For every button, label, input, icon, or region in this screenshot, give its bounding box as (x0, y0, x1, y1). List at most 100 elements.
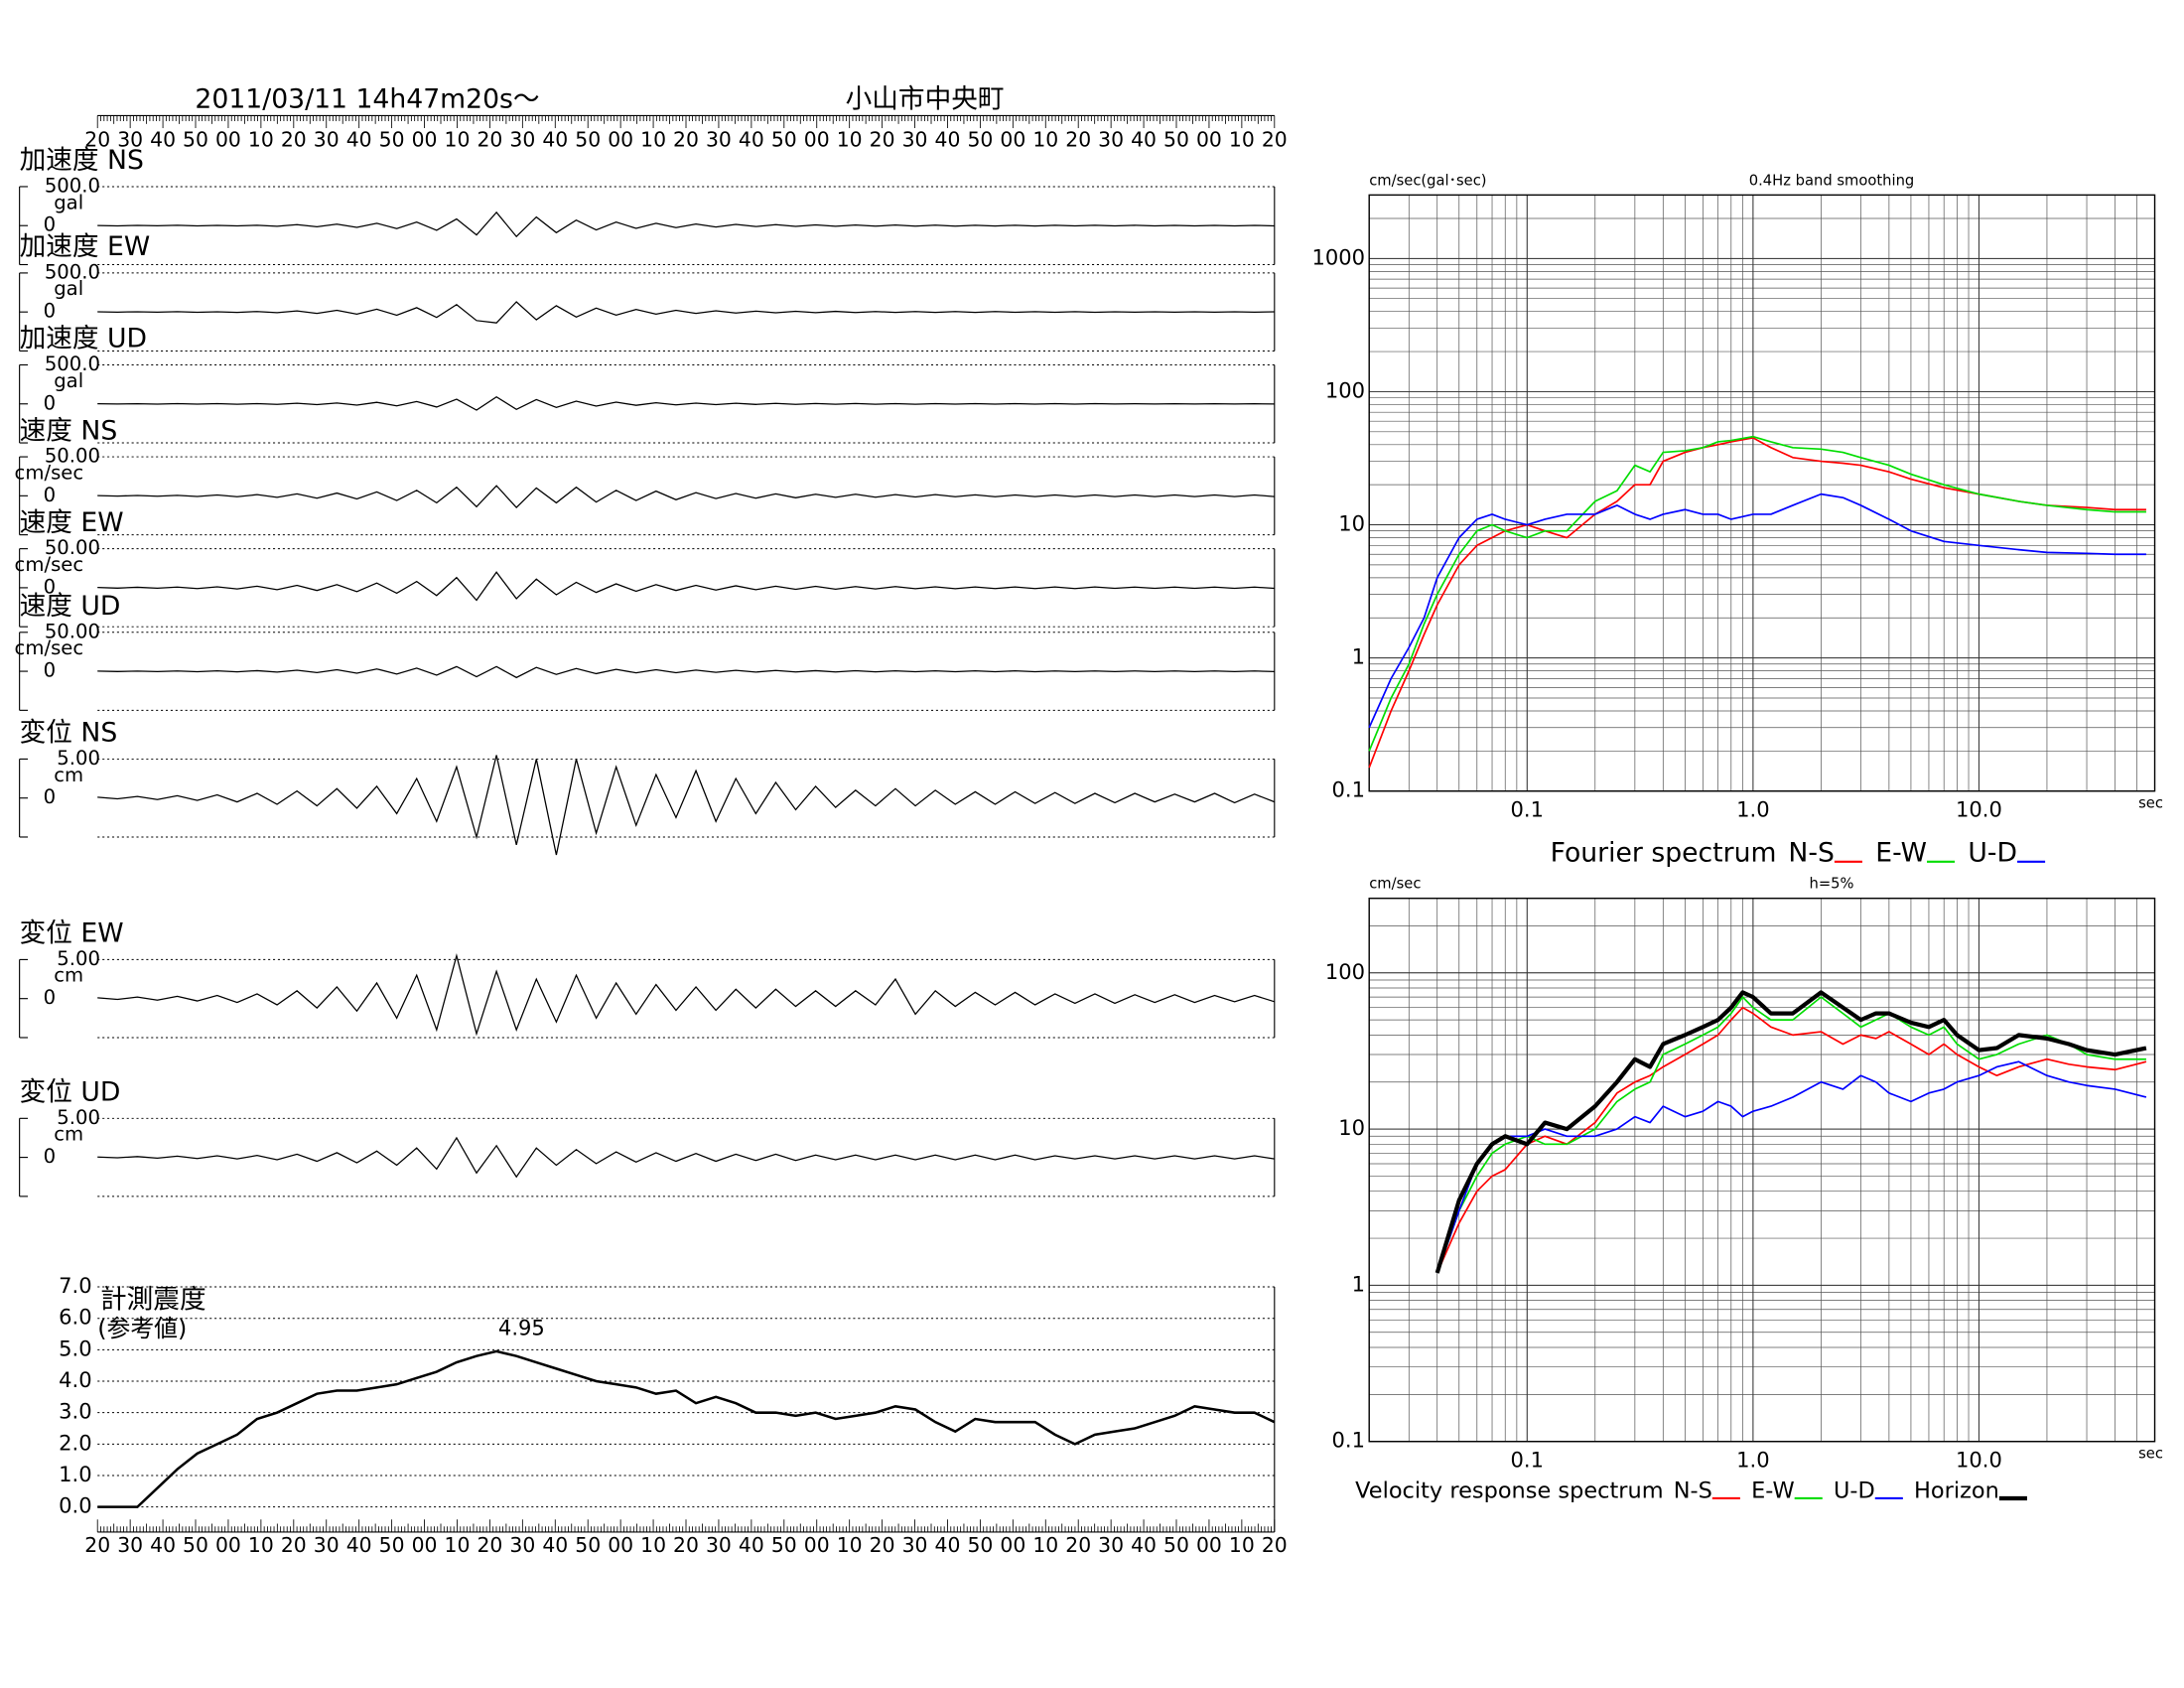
y-axis-label: cm/sec(gal･sec) (1369, 172, 1486, 189)
x-tick-label: 1.0 (1736, 1447, 1769, 1472)
time-label: 10 (1032, 1533, 1058, 1557)
legend-label: U-D (1834, 1478, 1875, 1504)
y-tick-label: 5.0 (59, 1336, 91, 1360)
trace-label: 変位 NS (20, 718, 118, 749)
waveform-trace (97, 211, 1275, 238)
y-tick-label: 5.00 (57, 747, 100, 770)
intensity-line (97, 1349, 1276, 1508)
time-label: 30 (902, 1533, 928, 1557)
unit-label: cm/sec (15, 636, 84, 659)
y-tick-label: 0 (44, 213, 57, 236)
time-label: 20 (281, 128, 307, 152)
time-label: 50 (379, 1533, 405, 1557)
x-tick-label: 0.1 (1511, 796, 1544, 821)
time-label: 20 (84, 128, 110, 152)
y-tick-label: 0 (44, 575, 57, 598)
time-label: 00 (804, 128, 830, 152)
time-label: 50 (575, 128, 601, 152)
y-tick-label: 100 (1325, 377, 1365, 402)
y-tick-label: 1 (1352, 644, 1365, 669)
time-label: 20 (84, 1533, 110, 1557)
series-line (1368, 437, 2146, 769)
time-label: 10 (1229, 1533, 1255, 1557)
trace-label: 変位 UD (20, 1077, 121, 1108)
time-label: 30 (314, 128, 340, 152)
legend-label: Horizon (1914, 1478, 1999, 1504)
time-label: 10 (1229, 128, 1255, 152)
unit-label: cm/sec (15, 553, 84, 576)
time-label: 30 (1098, 128, 1124, 152)
time-label: 30 (1098, 1533, 1124, 1557)
time-label: 50 (575, 1533, 601, 1557)
time-label: 20 (1262, 128, 1288, 152)
time-label: 40 (1131, 1533, 1157, 1557)
time-label: 10 (248, 1533, 274, 1557)
trace-label: 速度 NS (20, 415, 118, 446)
unit-label: gal (54, 369, 83, 392)
series-line (1435, 1060, 2147, 1274)
y-tick-label: 1000 (1311, 244, 1365, 269)
y-tick-label: 3.0 (59, 1399, 91, 1424)
x-tick-label: 0.1 (1511, 1447, 1544, 1472)
time-label: 20 (1262, 1533, 1288, 1557)
y-tick-label: 500.0 (45, 352, 100, 375)
plot-frame (1368, 194, 2156, 792)
time-label: 50 (183, 128, 208, 152)
x-tick-label: 10.0 (1956, 796, 2002, 821)
series-line (1368, 435, 2146, 752)
time-label: 10 (248, 128, 274, 152)
time-label: 10 (640, 128, 666, 152)
y-tick-label: 0 (44, 659, 57, 682)
waveform-trace (97, 953, 1275, 1037)
y-tick-label: 50.00 (45, 620, 100, 642)
y-tick-label: 5.00 (57, 1106, 100, 1129)
time-label: 30 (706, 128, 732, 152)
time-label: 30 (509, 128, 535, 152)
time-label: 50 (771, 1533, 797, 1557)
time-label: 30 (117, 1533, 143, 1557)
x-axis-label: sec (2138, 1445, 2163, 1462)
y-tick-label: 10 (1338, 1115, 1365, 1140)
waveform-trace (97, 755, 1276, 856)
trace-label: 変位 EW (20, 918, 124, 949)
time-label: 40 (542, 1533, 568, 1557)
series-line (1368, 492, 2146, 729)
time-label: 20 (673, 1533, 699, 1557)
time-label: 00 (215, 128, 241, 152)
time-label: 40 (935, 128, 961, 152)
trace-label: 加速度 UD (20, 324, 147, 354)
y-tick-label: 10 (1338, 511, 1365, 536)
time-label: 40 (1131, 128, 1157, 152)
x-tick-label: 10.0 (1956, 1447, 2002, 1472)
time-label: 20 (870, 128, 895, 152)
peak-label: 4.95 (498, 1316, 545, 1340)
legend-title: Fourier spectrum (1551, 837, 1777, 868)
time-label: 00 (1196, 128, 1222, 152)
station-name: 小山市中央町 (846, 83, 1005, 114)
time-label: 50 (183, 1533, 208, 1557)
trace-label: 速度 EW (20, 507, 124, 538)
time-label: 10 (445, 1533, 471, 1557)
time-label: 10 (640, 1533, 666, 1557)
y-tick-label: 0 (44, 484, 57, 506)
unit-label: cm (54, 764, 83, 786)
time-label: 20 (477, 1533, 502, 1557)
series-line (1435, 996, 2146, 1274)
time-label: 30 (314, 1533, 340, 1557)
time-label: 00 (412, 1533, 438, 1557)
y-axis-label: cm/sec (1369, 876, 1421, 893)
chart-subtitle: 0.4Hz band smoothing (1749, 172, 1915, 189)
series-line (1434, 990, 2147, 1274)
x-tick-label: 1.0 (1736, 796, 1769, 821)
y-tick-label: 2.0 (59, 1430, 91, 1455)
chart-subtitle: (参考値) (97, 1315, 187, 1342)
trace-label: 加速度 EW (20, 231, 151, 262)
unit-label: gal (54, 191, 83, 213)
waveform-trace (97, 301, 1275, 324)
unit-label: cm (54, 1123, 83, 1146)
y-tick-label: 0 (44, 391, 57, 414)
time-label: 30 (706, 1533, 732, 1557)
time-label: 00 (608, 128, 633, 152)
time-label: 20 (870, 1533, 895, 1557)
waveform-trace (97, 571, 1275, 602)
